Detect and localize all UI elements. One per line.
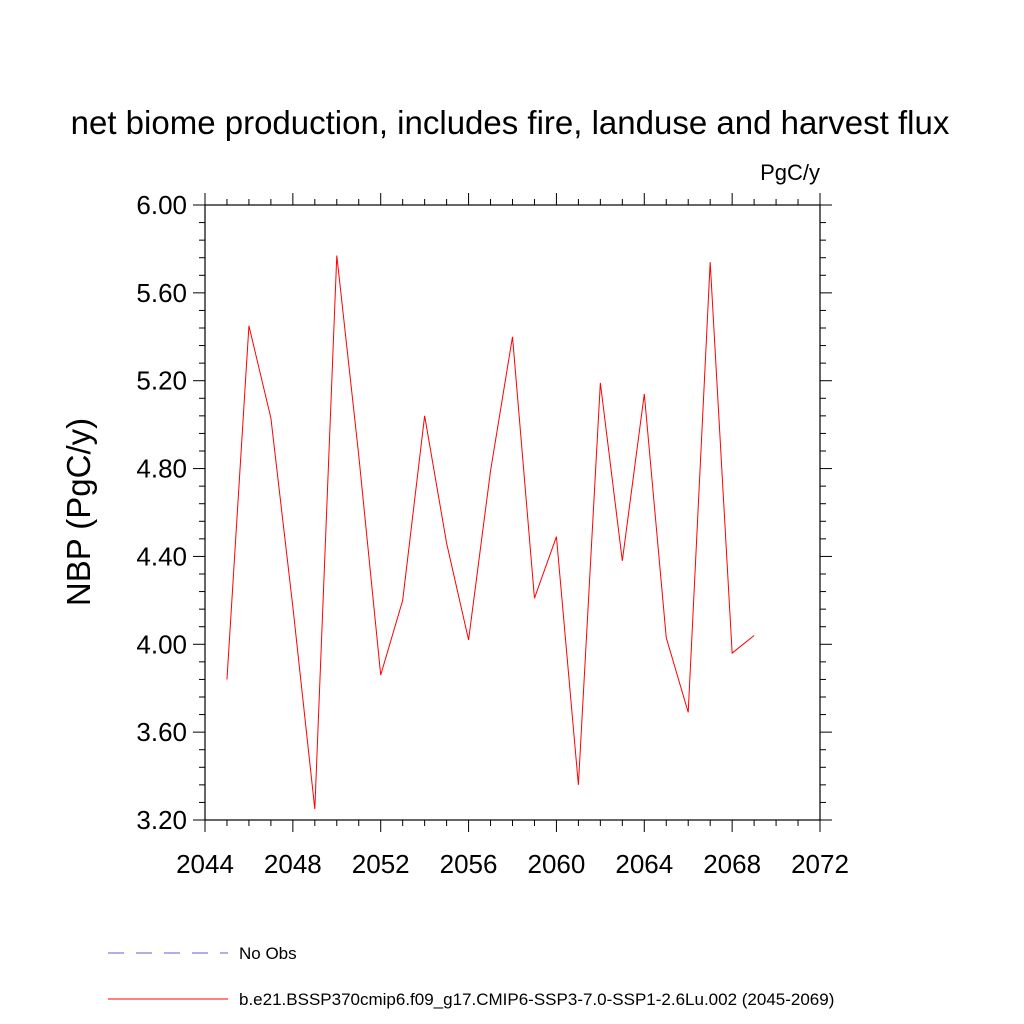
legend-label: b.e21.BSSP370cmip6.f09_g17.CMIP6-SSP3-7.… — [239, 990, 834, 1009]
x-tick-label: 2052 — [352, 849, 410, 879]
chart-title: net biome production, includes fire, lan… — [71, 104, 950, 141]
legend-label: No Obs — [239, 944, 297, 963]
y-tick-label: 5.60 — [136, 278, 187, 308]
y-tick-label: 3.20 — [136, 805, 187, 835]
y-tick-label: 4.80 — [136, 454, 187, 484]
y-axis-label: NBP (PgC/y) — [60, 418, 97, 606]
units-label: PgC/y — [760, 160, 820, 185]
x-tick-label: 2068 — [703, 849, 761, 879]
axis-ticks: 2044 2048 2052 2056 2060 2064 2068 2072 3.20 3.60… — [136, 190, 849, 879]
y-tick-label: 3.60 — [136, 717, 187, 747]
x-tick-label: 2056 — [440, 849, 498, 879]
legend: No Obs b.e21.BSSP370cmip6.f09_g17.CMIP6-S… — [108, 944, 834, 1009]
y-tick-label: 4.00 — [136, 629, 187, 659]
x-tick-label: 2072 — [791, 849, 849, 879]
y-tick-label: 5.20 — [136, 366, 187, 396]
x-tick-label: 2044 — [176, 849, 234, 879]
y-tick-label: 6.00 — [136, 190, 187, 220]
x-tick-label: 2064 — [615, 849, 673, 879]
series-layer — [226, 255, 755, 810]
y-tick-label: 4.40 — [136, 541, 187, 571]
x-tick-label: 2060 — [528, 849, 586, 879]
plot-frame — [204, 204, 821, 821]
x-tick-label: 2048 — [264, 849, 322, 879]
series-line — [226, 255, 755, 810]
